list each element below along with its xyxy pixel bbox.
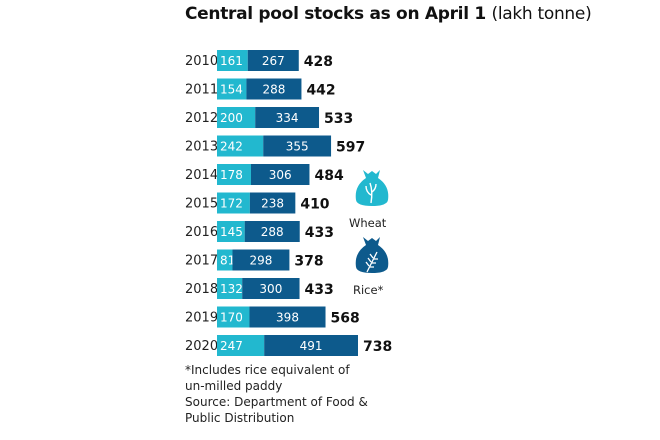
- year-label: 2013: [185, 140, 218, 155]
- bar-rice: [242, 278, 300, 299]
- year-label: 2015: [185, 197, 218, 212]
- bar-rice: [232, 249, 290, 271]
- bar-value-label: 298: [249, 254, 272, 268]
- bar-value-label: 300: [259, 282, 282, 296]
- bar-wheat: [217, 249, 233, 271]
- footnote-line: un-milled paddy: [185, 379, 283, 393]
- footnote-line: *Includes rice equivalent of: [185, 363, 350, 377]
- total-label: 738: [363, 339, 392, 355]
- total-label: 433: [305, 225, 334, 241]
- year-label: 2012: [185, 111, 218, 126]
- rice-sack-icon: [355, 237, 389, 273]
- year-label: 2014: [185, 168, 218, 183]
- year-label: 2017: [185, 254, 218, 269]
- source-line: Source: Department of Food &: [185, 395, 368, 409]
- bar-wheat: [217, 306, 250, 328]
- unit-label: (lakh tonne): [491, 4, 592, 24]
- bar-value-label: 178: [220, 168, 243, 182]
- total-label: 442: [306, 83, 335, 99]
- bar-value-label: 288: [262, 83, 285, 97]
- bar-value-label: 267: [262, 54, 285, 68]
- bar-value-label: 491: [300, 339, 323, 353]
- bar-rice: [249, 192, 296, 214]
- bar-value-label: 288: [261, 225, 284, 239]
- bar-value-label: 161: [220, 54, 243, 68]
- bar-wheat: [217, 135, 264, 157]
- bar-rice: [255, 107, 320, 128]
- total-label: 428: [304, 54, 333, 70]
- bar-wheat: [217, 221, 245, 242]
- year-label: 2016: [185, 225, 218, 240]
- bar-wheat: [217, 78, 247, 100]
- bar-rice: [244, 221, 300, 242]
- legend-label-rice: Rice*: [353, 283, 384, 297]
- bar-wheat: [217, 192, 250, 214]
- bar-rice: [246, 78, 302, 100]
- total-label: 597: [336, 140, 365, 156]
- year-label: 2011: [185, 83, 218, 98]
- footnotes: *Includes rice equivalent of un-milled p…: [185, 362, 368, 426]
- bar-value-label: 242: [220, 140, 243, 154]
- bar-value-label: 200: [220, 111, 243, 125]
- total-label: 533: [324, 111, 353, 127]
- year-label: 2010: [185, 54, 218, 69]
- bar-wheat: [217, 278, 243, 299]
- legend-label-wheat: Wheat: [349, 216, 387, 230]
- bar-value-label: 132: [220, 282, 243, 296]
- bar-value-label: 172: [220, 197, 243, 211]
- chart-title: Central pool stocks as on April 1 (lakh …: [185, 4, 592, 25]
- bar-rice: [249, 306, 326, 328]
- year-label: 2018: [185, 282, 218, 297]
- year-label: 2020: [185, 339, 218, 354]
- bar-rice: [263, 135, 332, 157]
- source-line: Public Distribution: [185, 411, 295, 425]
- bar-value-label: 306: [269, 168, 292, 182]
- year-label: 2019: [185, 311, 218, 326]
- bar-value-label: 398: [276, 311, 299, 325]
- title-text: Central pool stocks as on April 1: [185, 4, 486, 24]
- total-label: 484: [314, 168, 343, 184]
- bar-wheat: [217, 335, 265, 356]
- bar-value-label: 81: [220, 254, 235, 268]
- bar-rice: [251, 164, 310, 185]
- bar-wheat: [217, 107, 256, 128]
- bar-value-label: 247: [220, 339, 243, 353]
- bar-value-label: 145: [220, 225, 243, 239]
- bar-rice: [247, 50, 299, 71]
- legend-rice: Rice*: [353, 237, 389, 297]
- bar-value-label: 154: [220, 83, 243, 97]
- total-label: 378: [294, 254, 323, 270]
- bar-rice: [264, 335, 358, 356]
- bar-value-label: 355: [286, 140, 309, 154]
- bar-value-label: 238: [261, 197, 284, 211]
- total-label: 568: [331, 311, 360, 327]
- total-label: 433: [305, 282, 334, 298]
- total-label: 410: [300, 197, 329, 213]
- bar-wheat: [217, 50, 248, 71]
- bar-value-label: 170: [220, 311, 243, 325]
- bar-value-label: 334: [276, 111, 299, 125]
- bar-wheat: [217, 164, 252, 185]
- legend-wheat: Wheat: [349, 170, 389, 230]
